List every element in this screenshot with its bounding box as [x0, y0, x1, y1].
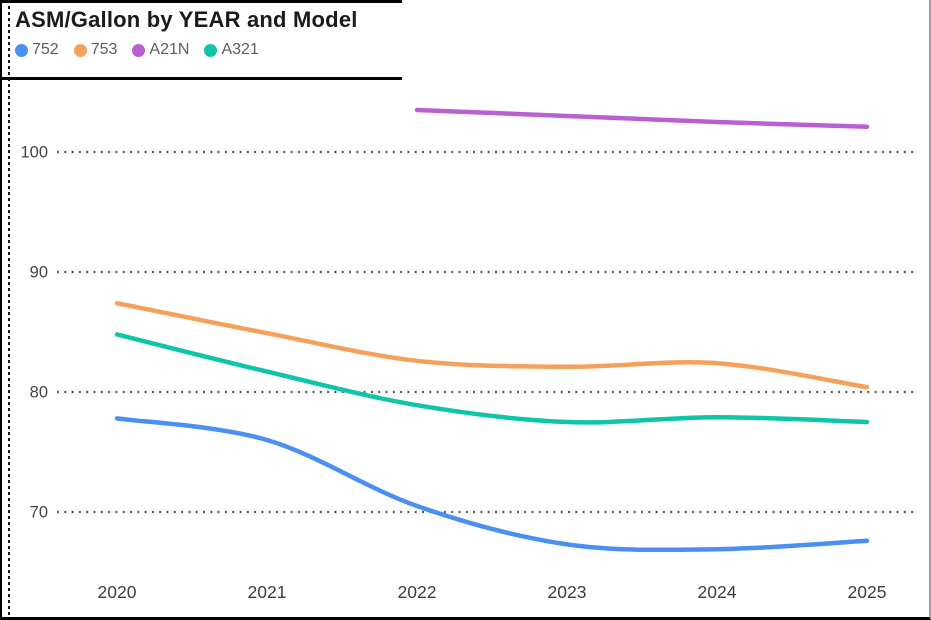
- y-axis-tick-label: 100: [20, 144, 48, 162]
- left-dashed-border: [8, 0, 10, 617]
- chart-legend: 752 753 A21N A321: [15, 42, 402, 58]
- legend-item-752[interactable]: 752: [15, 42, 59, 58]
- series-line-753[interactable]: [114, 300, 870, 390]
- legend-label: 752: [32, 41, 59, 58]
- series-line-A21N[interactable]: [414, 107, 870, 130]
- legend-label: A21N: [149, 41, 190, 58]
- y-axis-tick-label: 70: [30, 504, 48, 522]
- series-line-A321[interactable]: [114, 332, 870, 425]
- x-axis-tick-label-2023: 2023: [548, 582, 587, 602]
- legend-label: A321: [221, 41, 259, 58]
- x-axis-tick-label-2021: 2021: [248, 582, 287, 602]
- chart-header: ASM/Gallon by YEAR and Model 752 753 A21N A…: [2, 0, 402, 80]
- x-axis-tick-label-2025: 2025: [848, 582, 887, 602]
- legend-dot-icon: [15, 43, 28, 57]
- legend-dot-icon: [132, 43, 146, 57]
- x-axis-tick-label-2020: 2020: [98, 582, 137, 602]
- y-axis-tick-label: 80: [30, 384, 48, 402]
- legend-dot-icon: [204, 43, 218, 57]
- x-axis-tick-label-2022: 2022: [398, 582, 437, 602]
- legend-item-A21N[interactable]: A21N: [132, 42, 189, 58]
- legend-label: 753: [90, 41, 118, 58]
- legend-dot-icon: [73, 43, 87, 57]
- y-axis-tick-label: 90: [30, 264, 48, 282]
- series-line-752[interactable]: [114, 416, 870, 553]
- x-axis-tick-label-2024: 2024: [698, 582, 737, 602]
- legend-item-753[interactable]: 753: [73, 41, 118, 58]
- legend-item-A321[interactable]: A321: [204, 41, 259, 58]
- chart-title: ASM/Gallon by YEAR and Model: [15, 7, 358, 32]
